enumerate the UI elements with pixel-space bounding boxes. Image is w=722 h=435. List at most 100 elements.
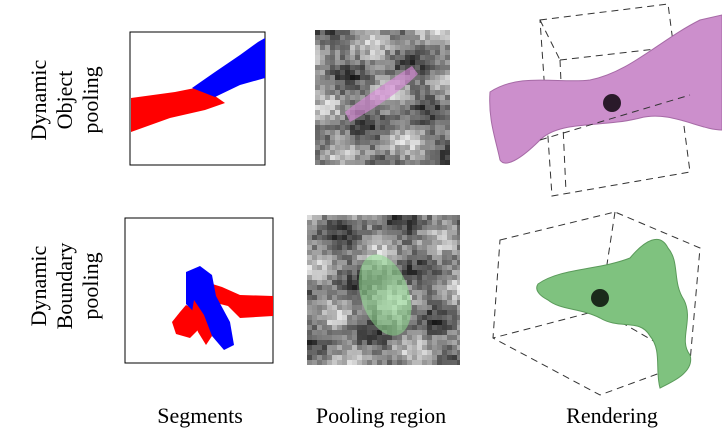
pixel: [437, 230, 442, 235]
pixel: [327, 260, 332, 265]
pixel: [367, 360, 372, 365]
pixel: [355, 60, 360, 65]
pixel: [330, 65, 335, 70]
pixel: [367, 250, 372, 255]
pixel: [447, 220, 452, 225]
pixel: [375, 50, 380, 55]
pixel: [342, 255, 347, 260]
pixel: [395, 135, 400, 140]
pixel: [355, 140, 360, 145]
pixel: [325, 110, 330, 115]
pixel: [440, 110, 445, 115]
pixel: [430, 85, 435, 90]
pixel: [385, 45, 390, 50]
pixel: [430, 75, 435, 80]
pixel: [420, 70, 425, 75]
pixel: [390, 130, 395, 135]
pixel: [317, 270, 322, 275]
bounding-box-edge: [493, 310, 600, 338]
pixel: [347, 305, 352, 310]
pixel: [410, 90, 415, 95]
pixel: [387, 340, 392, 345]
pixel: [385, 105, 390, 110]
pixel: [365, 80, 370, 85]
pixel: [350, 90, 355, 95]
pixel: [437, 330, 442, 335]
pixel: [367, 240, 372, 245]
pixel: [400, 95, 405, 100]
column-label: Pooling region: [316, 403, 446, 428]
pixel: [347, 280, 352, 285]
pixel: [340, 80, 345, 85]
pixel: [427, 315, 432, 320]
row-label-line: Dynamic: [26, 59, 51, 140]
pixel: [435, 140, 440, 145]
pixel: [402, 350, 407, 355]
pixel: [327, 290, 332, 295]
pixel: [352, 240, 357, 245]
pixel: [312, 270, 317, 275]
pixel: [440, 45, 445, 50]
pixel: [437, 285, 442, 290]
pixel: [437, 215, 442, 220]
pixel: [435, 35, 440, 40]
pixel: [325, 125, 330, 130]
pixel: [345, 40, 350, 45]
pixel: [320, 80, 325, 85]
pixel: [360, 40, 365, 45]
pixel: [307, 335, 312, 340]
pixel: [322, 265, 327, 270]
pixel: [370, 60, 375, 65]
pixel: [420, 50, 425, 55]
pixel: [417, 300, 422, 305]
pixel: [345, 140, 350, 145]
pixel: [425, 140, 430, 145]
pixel: [320, 40, 325, 45]
pixel: [337, 300, 342, 305]
pixel: [447, 310, 452, 315]
pixel: [392, 220, 397, 225]
pixel: [410, 140, 415, 145]
pixel: [372, 230, 377, 235]
pixel: [447, 335, 452, 340]
pixel: [322, 270, 327, 275]
pixel: [425, 55, 430, 60]
pixel: [347, 345, 352, 350]
pixel: [357, 345, 362, 350]
pixel: [332, 290, 337, 295]
pixel: [322, 360, 327, 365]
pixel: [317, 290, 322, 295]
pixel: [400, 135, 405, 140]
pixel: [412, 270, 417, 275]
pixel: [350, 60, 355, 65]
pixel: [432, 235, 437, 240]
pixel: [430, 120, 435, 125]
pixel: [385, 60, 390, 65]
pixel: [402, 245, 407, 250]
pixel: [352, 215, 357, 220]
pixel: [307, 310, 312, 315]
pixel: [437, 310, 442, 315]
pixel: [352, 325, 357, 330]
pixel: [307, 350, 312, 355]
pixel: [432, 350, 437, 355]
pixel: [445, 110, 450, 115]
pixel: [397, 240, 402, 245]
pixel: [447, 300, 452, 305]
pixel: [412, 300, 417, 305]
pixel: [397, 215, 402, 220]
pixel: [342, 250, 347, 255]
pixel: [355, 130, 360, 135]
pixel: [367, 215, 372, 220]
pixel: [432, 355, 437, 360]
pixel: [427, 350, 432, 355]
pixel: [330, 50, 335, 55]
pixel: [420, 85, 425, 90]
pixel: [417, 275, 422, 280]
pixel: [375, 45, 380, 50]
pixel: [342, 345, 347, 350]
pixel: [445, 55, 450, 60]
pixel: [365, 140, 370, 145]
pixel: [382, 225, 387, 230]
pixel: [315, 110, 320, 115]
